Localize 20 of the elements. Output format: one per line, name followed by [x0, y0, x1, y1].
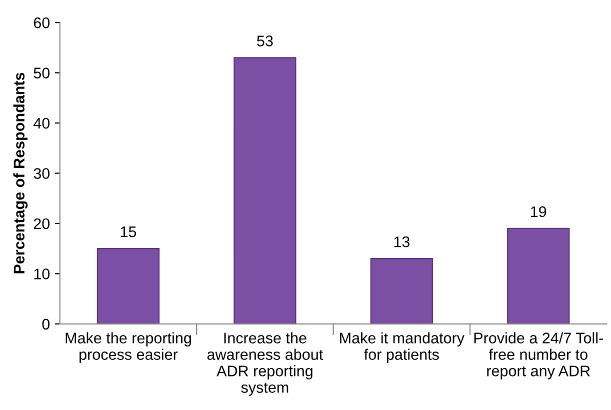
data-label: 13 [394, 236, 410, 248]
y-tick-label: 50 [34, 68, 50, 78]
x-tick-label: Provide a 24/7 Toll- free number to report any ADR [474, 332, 603, 380]
y-axis-title: Percentage of Respondants [13, 72, 28, 274]
y-tick-label: 30 [34, 168, 50, 179]
bar [234, 57, 296, 324]
x-tick-label: Increase the awareness about ADR reporting system [207, 332, 324, 396]
bar [507, 228, 570, 324]
bar [96, 248, 160, 324]
y-tick-label: 40 [34, 118, 50, 129]
y-tick-label: 0 [42, 318, 50, 330]
y-tick-label: 20 [34, 218, 50, 230]
x-tick-label: Make it mandatory for patients [340, 332, 464, 363]
x-tick-label: Make the reporting process easier [66, 332, 191, 363]
y-tick-label: 10 [34, 268, 50, 280]
data-label: 15 [120, 226, 136, 238]
bar [370, 258, 433, 324]
data-label: 53 [257, 36, 273, 46]
y-tick-label: 60 [34, 17, 50, 28]
data-label: 19 [531, 206, 546, 218]
